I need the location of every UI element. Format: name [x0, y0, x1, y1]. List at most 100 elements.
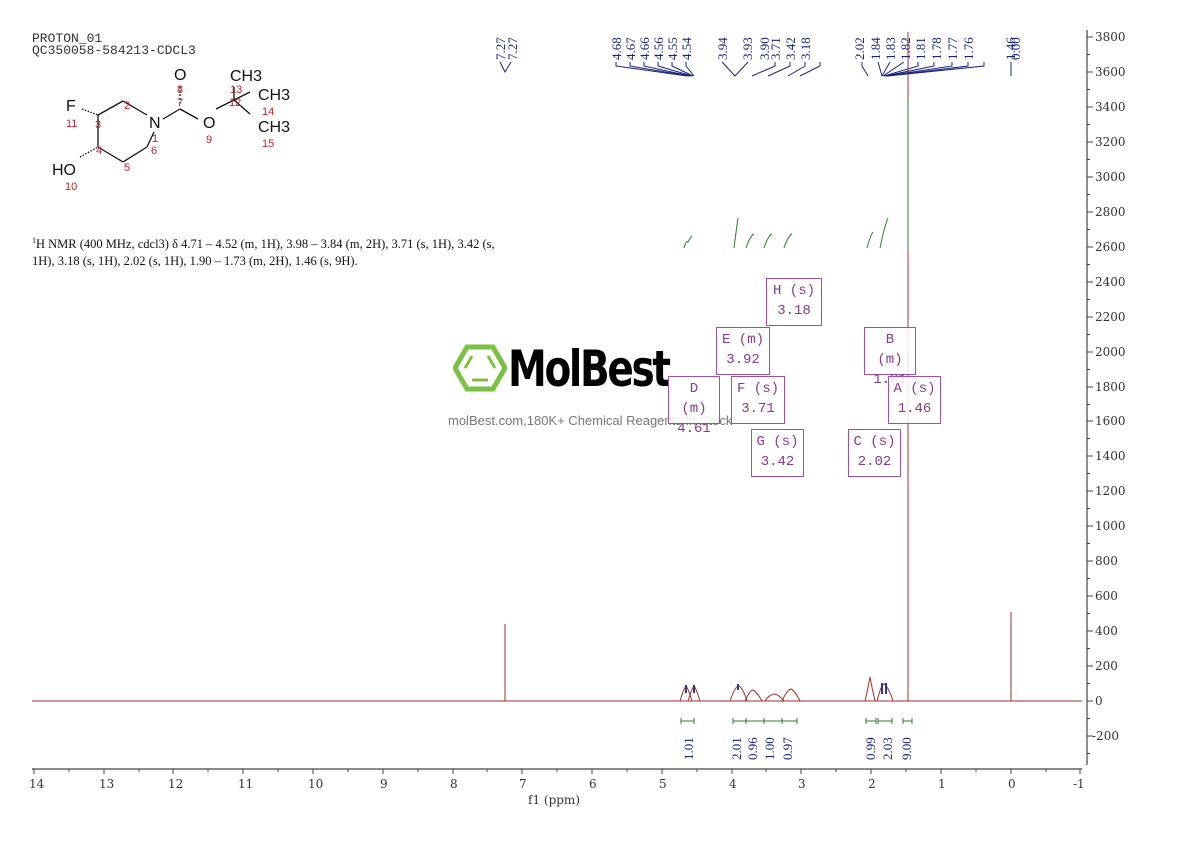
y-tick-label: 2400 — [1095, 275, 1126, 289]
y-tick-label: 3600 — [1095, 65, 1126, 79]
atom-num-7: 7 — [177, 97, 184, 109]
atom-n: N — [149, 115, 161, 132]
multiplet-shift: 3.42 — [760, 454, 795, 470]
multiplet-id: A — [893, 381, 902, 397]
atom-num-15: 15 — [262, 138, 275, 150]
atom-num-5: 5 — [124, 162, 131, 174]
atom-num-14: 14 — [262, 106, 275, 118]
multiplet-id: C — [853, 434, 862, 450]
y-tick-label: 3400 — [1095, 100, 1126, 114]
x-tick-label: 4 — [729, 777, 737, 791]
multiplet-type: m — [747, 332, 756, 348]
multiplet-box-e: E (m) 3.92 — [716, 327, 770, 375]
peak-label: 1.81 — [913, 37, 928, 60]
peak-label: 0.00 — [1008, 37, 1023, 60]
y-tick-label: 2000 — [1095, 345, 1126, 359]
multiplet-id: B — [885, 332, 895, 348]
multiplet-type: s — [878, 434, 888, 450]
y-tick-label: 1600 — [1095, 414, 1126, 428]
y-tick-label: 3000 — [1095, 170, 1126, 184]
peak-label: 3.71 — [768, 37, 783, 60]
peak-label: 3.42 — [783, 37, 798, 60]
integral-value: 0.97 — [780, 737, 795, 760]
atom-num-11: 11 — [66, 118, 78, 130]
integral-value: 1.01 — [681, 737, 696, 760]
multiplet-box-a: A (s) 1.46 — [888, 376, 941, 424]
superscript-1: 1 — [32, 236, 36, 245]
integral-value: 9.00 — [899, 737, 914, 760]
peak-label: 4.54 — [679, 37, 694, 60]
atom-num-10: 10 — [65, 181, 78, 193]
molbest-hexagon-logo-icon — [453, 344, 507, 392]
y-tick-label: 1400 — [1095, 449, 1126, 463]
multiplet-type: s — [798, 283, 807, 299]
atom-num-4: 4 — [96, 145, 103, 157]
x-tick-label: -1 — [1073, 777, 1085, 791]
atom-num-8: 8 — [177, 84, 184, 96]
multiplet-type: s — [762, 381, 771, 397]
peak-label: 3.18 — [798, 37, 813, 60]
multiplet-box-h: H (s) 3.18 — [766, 278, 822, 326]
multiplet-type: s — [781, 434, 791, 450]
peak-markers — [685, 683, 887, 694]
atom-f: F — [66, 98, 76, 115]
integral-curves — [683, 100, 909, 250]
multiplet-box-f: F (s) 3.71 — [731, 376, 785, 424]
y-tick-label: 1000 — [1095, 519, 1126, 533]
integral-value: 0.96 — [745, 737, 760, 760]
integral-value: 0.99 — [863, 737, 878, 760]
multiplet-id: G — [756, 434, 765, 450]
x-tick-label: 10 — [308, 777, 324, 791]
multiplet-shift: 2.02 — [857, 454, 892, 470]
nmr-description-line1: H NMR (400 MHz, cdcl3) δ 4.71 – 4.52 (m,… — [36, 237, 495, 252]
multiplet-type: m — [689, 401, 699, 417]
x-tick-label: 14 — [29, 777, 45, 791]
multiplet-type: s — [918, 381, 928, 397]
x-tick-label: 5 — [659, 777, 667, 791]
multiplet-shift: 3.71 — [741, 401, 775, 417]
y-tick-label: 400 — [1095, 624, 1118, 638]
peak-label: 1.77 — [945, 37, 960, 60]
y-tick-label: 1200 — [1095, 484, 1126, 498]
multiplet-shift: 3.18 — [777, 303, 811, 319]
multiplet-box-d: D (m) 4.61 — [668, 376, 720, 437]
y-tick-label: 1800 — [1095, 380, 1126, 394]
peak-label: 1.83 — [883, 37, 898, 60]
spectrum-trace — [32, 32, 1082, 702]
peak-label: 2.02 — [852, 37, 867, 60]
multiplet-id: D — [689, 381, 699, 397]
atom-num-2: 2 — [124, 100, 131, 112]
atom-num-3: 3 — [95, 119, 102, 131]
multiplet-shift: 1.46 — [897, 401, 932, 417]
atom-num-9: 9 — [206, 134, 213, 146]
integral-value: 1.00 — [762, 737, 777, 760]
x-tick-label: 12 — [168, 777, 184, 791]
x-tick-label: 8 — [450, 777, 458, 791]
multiplet-id: F — [736, 381, 746, 397]
nmr-description-line2: 1H), 3.18 (s, 1H), 2.02 (s, 1H), 1.90 – … — [32, 254, 358, 269]
y-tick-label: 2600 — [1095, 240, 1126, 254]
atom-num-6: 6 — [151, 145, 158, 157]
atom-ch3-14: CH3 — [258, 87, 291, 104]
multiplet-type: m — [885, 352, 895, 368]
integral-value: 2.01 — [729, 737, 744, 760]
multiplet-id: E — [721, 332, 731, 348]
multiplet-box-c: C (s) 2.02 — [848, 429, 901, 477]
x-tick-label: 3 — [798, 777, 806, 791]
atom-num-13: 13 — [230, 84, 243, 96]
x-tick-label: 6 — [589, 777, 597, 791]
molecule-bonds — [79, 86, 251, 163]
y-tick-label: 3200 — [1095, 135, 1126, 149]
y-tick-label: 0 — [1095, 694, 1103, 708]
peak-label-connectors — [499, 61, 1012, 78]
x-tick-label: 2 — [868, 777, 876, 791]
y-tick-label: 2200 — [1095, 310, 1126, 324]
y-tick-label: 600 — [1095, 589, 1118, 603]
y-tick-label: 200 — [1095, 659, 1118, 673]
atom-num-12: 12 — [229, 97, 242, 109]
watermark-brand: MolBest — [508, 340, 671, 398]
y-tick-label: 3800 — [1095, 30, 1126, 44]
atom-o9: O — [203, 115, 216, 132]
multiplet-box-b: B (m) 1.81 — [864, 327, 916, 388]
